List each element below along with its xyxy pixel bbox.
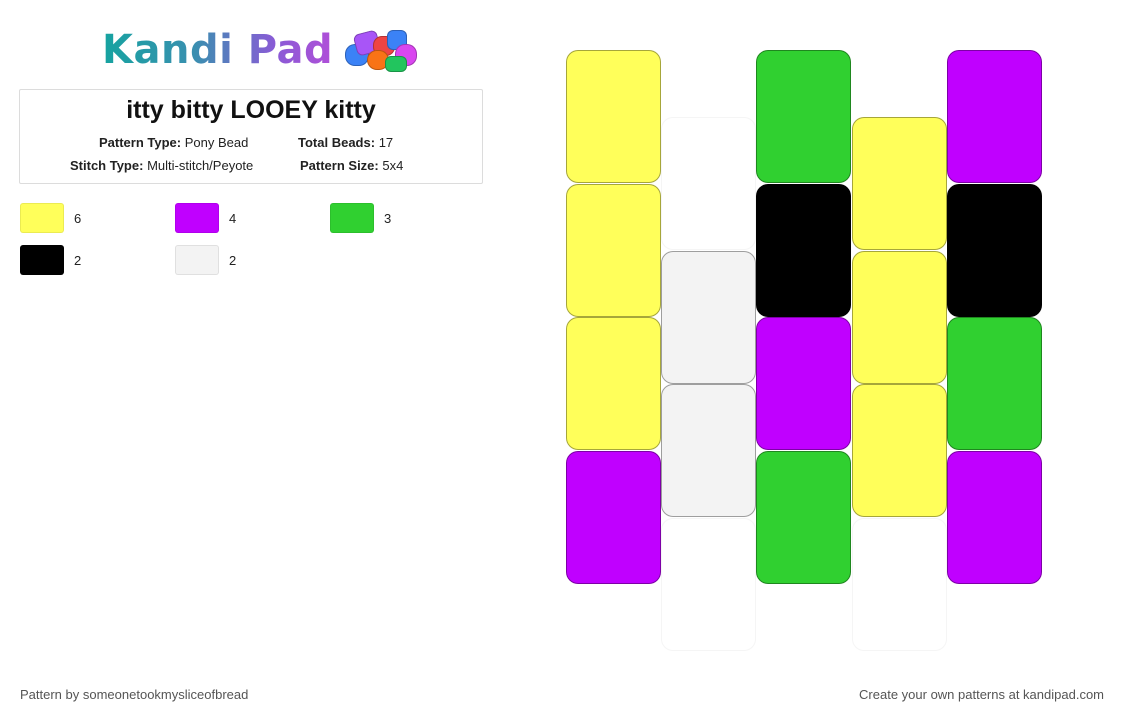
bead — [756, 317, 852, 450]
bead — [566, 50, 661, 183]
bead — [946, 317, 1042, 450]
total-beads-value: 17 — [378, 135, 394, 150]
grid-clip-mask — [1042, 0, 1124, 720]
total-beads: Total Beads: 17 — [298, 135, 393, 150]
pattern-size: Pattern Size: 5x4 — [300, 158, 403, 173]
pattern-size-value: 5x4 — [382, 158, 404, 173]
color-swatch — [20, 245, 64, 275]
pattern-type-value: Pony Bead — [184, 135, 249, 150]
bead — [661, 384, 757, 517]
color-swatch — [175, 203, 219, 233]
legend-item: 3 — [330, 202, 391, 234]
legend-count: 3 — [384, 210, 392, 226]
bead — [661, 117, 757, 250]
legend-item: 6 — [20, 202, 81, 234]
bead — [946, 450, 1042, 584]
create-patterns-link[interactable]: Create your own patterns at kandipad.com — [859, 687, 1104, 702]
pattern-info-panel: itty bitty LOOEY kitty Pattern Type: Pon… — [19, 89, 483, 184]
pattern-type: Pattern Type: Pony Bead — [99, 135, 248, 150]
bead — [851, 384, 947, 517]
legend-count: 6 — [74, 210, 82, 226]
stitch-type: Stitch Type: Multi-stitch/Peyote — [70, 158, 253, 173]
bead — [946, 50, 1042, 183]
stitch-type-label: Stitch Type: — [70, 158, 144, 173]
legend-count: 2 — [74, 252, 82, 268]
kandi-pad-logo[interactable]: Kandi Pad — [102, 26, 421, 74]
legend-item: 2 — [20, 244, 81, 276]
bead — [661, 250, 757, 384]
pattern-author[interactable]: Pattern by someonetookmysliceofbread — [20, 687, 249, 702]
pattern-size-label: Pattern Size: — [300, 158, 379, 173]
color-swatch — [20, 203, 64, 233]
total-beads-label: Total Beads: — [298, 135, 376, 150]
color-swatch — [330, 203, 374, 233]
pattern-title: itty bitty LOOEY kitty — [126, 96, 376, 124]
bead — [661, 517, 757, 651]
legend-count: 4 — [229, 210, 237, 226]
bead — [756, 183, 852, 317]
bead — [851, 517, 947, 651]
legend-count: 2 — [229, 252, 237, 268]
bead — [851, 250, 947, 384]
pattern-type-label: Pattern Type: — [99, 135, 182, 150]
bead — [566, 317, 661, 450]
logo-text: Kandi Pad — [102, 27, 334, 73]
bead — [946, 183, 1042, 317]
bead — [756, 450, 852, 584]
color-swatch — [175, 245, 219, 275]
legend-item: 2 — [175, 244, 236, 276]
bead — [851, 117, 947, 250]
bead — [566, 183, 661, 317]
bead — [756, 50, 852, 183]
legend-item: 4 — [175, 202, 236, 234]
stitch-type-value: Multi-stitch/Peyote — [147, 158, 254, 173]
bead-pile-icon — [343, 26, 421, 74]
bead — [566, 450, 661, 584]
